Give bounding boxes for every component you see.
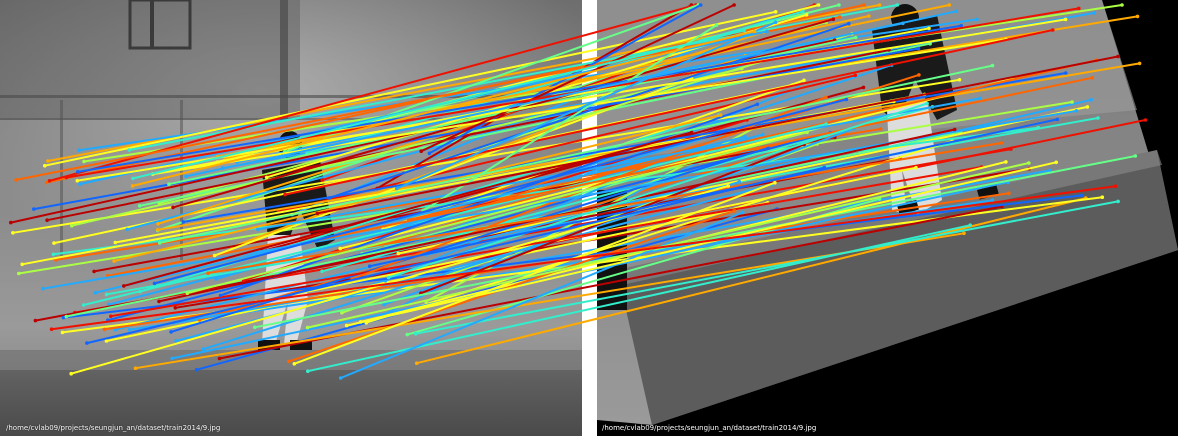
left-image-caption: /home/cvlab09/projects/seungjun_an/datas… [6,424,221,432]
left-photo [0,0,582,436]
right-photo [597,0,1178,436]
image-divider [582,0,597,436]
right-image-caption: /home/cvlab09/projects/seungjun_an/datas… [602,424,817,432]
